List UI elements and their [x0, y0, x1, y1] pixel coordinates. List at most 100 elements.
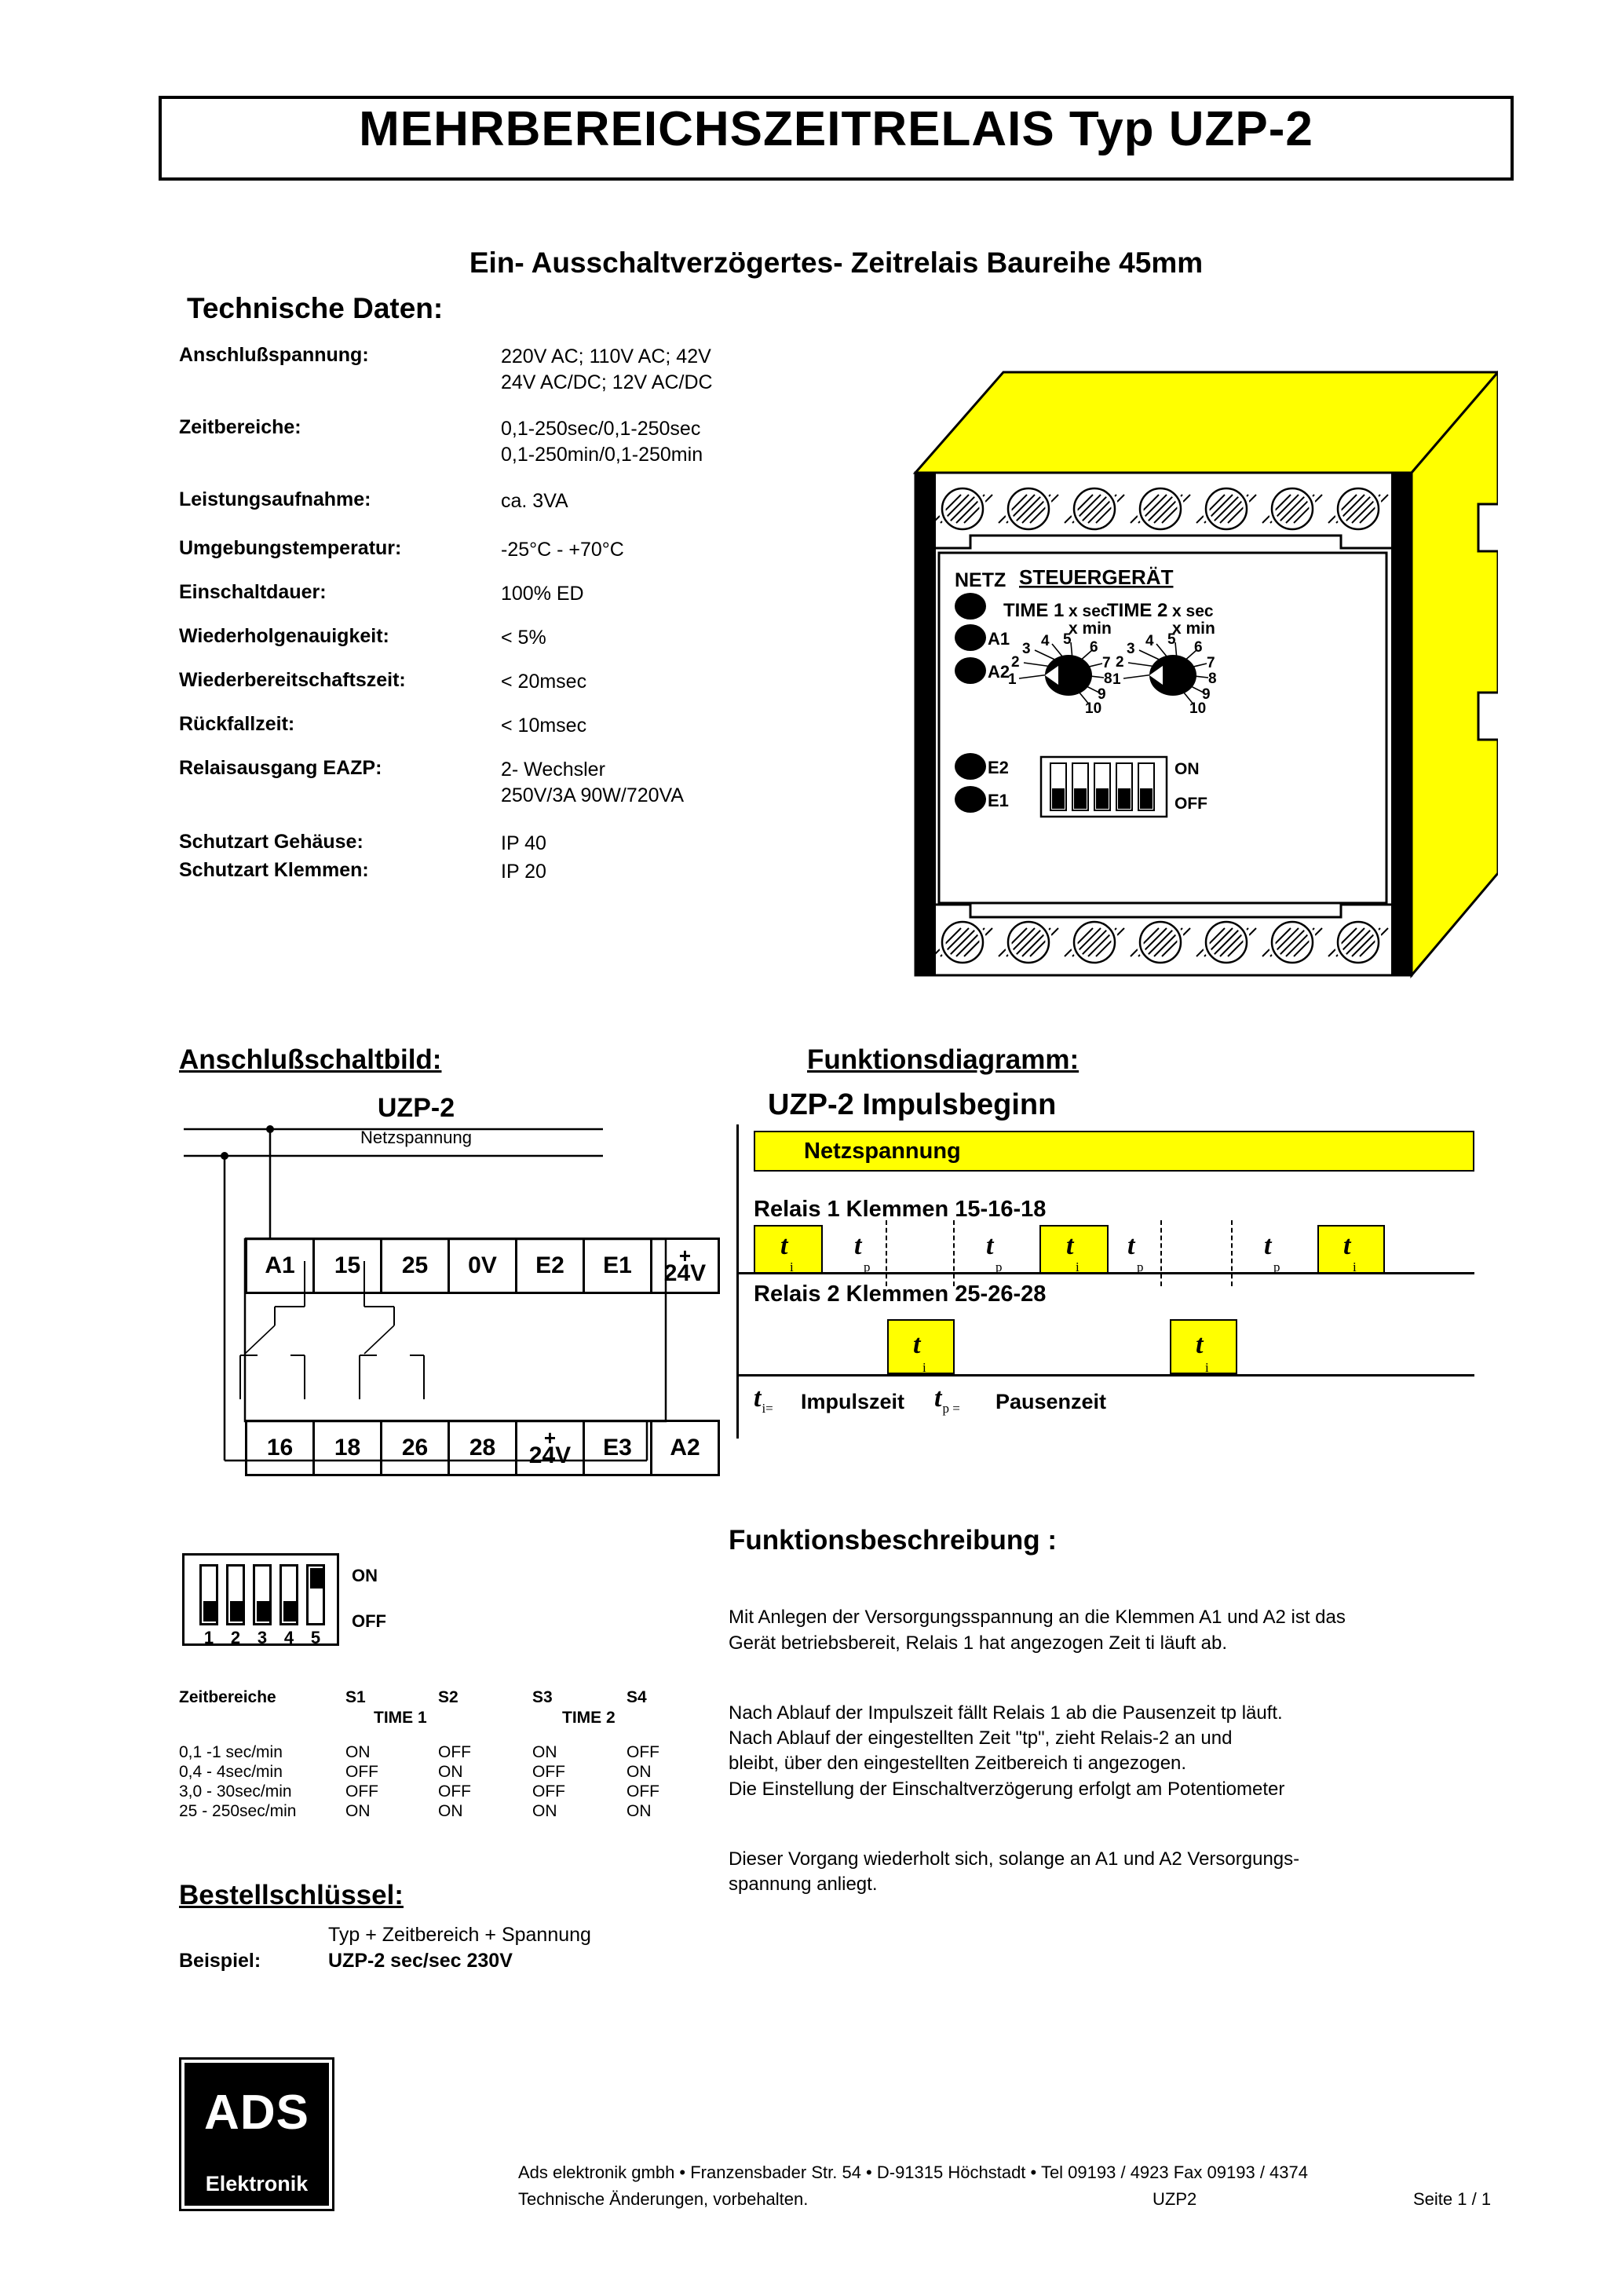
terminal-cell[interactable]: A2 — [650, 1420, 720, 1476]
dip-switch-3[interactable] — [253, 1564, 272, 1625]
legend-t-p-symbol: t — [934, 1384, 942, 1413]
table-cell: ON — [627, 1763, 652, 1781]
spec-label: Relaisausgang EAZP: — [179, 757, 382, 779]
terminal-cell[interactable]: 28 — [448, 1420, 517, 1476]
spec-value: < 5% — [501, 627, 546, 649]
svg-text:3: 3 — [1022, 641, 1031, 657]
dip-switch-2[interactable] — [226, 1564, 245, 1625]
page-title: MEHRBEREICHSZEITRELAIS Typ UZP-2 — [359, 102, 1313, 156]
table-col-header: Zeitbereiche — [179, 1688, 276, 1706]
terminal-cell[interactable]: 18 — [312, 1420, 382, 1476]
table-group-time1: TIME 1 — [374, 1709, 427, 1727]
dip-switch-knob — [257, 1601, 269, 1621]
order-key-heading: Bestellschlüssel: — [179, 1880, 404, 1910]
svg-text:6: 6 — [1194, 639, 1203, 656]
table-row: 0,4 - 4sec/min OFF ON OFF ON — [179, 1763, 681, 1782]
terminal-cell[interactable]: E1 — [583, 1238, 652, 1294]
svg-text:3: 3 — [1127, 641, 1135, 657]
svg-text:NETZ: NETZ — [955, 569, 1006, 591]
terminal-cell[interactable]: A1 — [245, 1238, 315, 1294]
dip-switch-number: 3 — [257, 1628, 268, 1647]
spec-label: Anschlußspannung: — [179, 344, 369, 366]
table-cell: OFF — [627, 1782, 659, 1801]
spec-value: 0,1-250sec/0,1-250sec 0,1-250min/0,1-250… — [501, 418, 703, 466]
dip-switch-5[interactable] — [306, 1564, 325, 1625]
dip-switch-knob — [310, 1568, 323, 1589]
supply-bar-label: Netzspannung — [804, 1139, 961, 1164]
spec-label: Schutzart Gehäuse: — [179, 831, 363, 853]
footer-company-line: Ads elektronik gmbh • Franzensbader Str.… — [518, 2163, 1308, 2182]
footer-doc-code: UZP2 — [1153, 2189, 1197, 2209]
pause-time-symbol: t — [986, 1231, 994, 1260]
pulse-time-subscript: i — [1205, 1360, 1209, 1375]
svg-text:10: 10 — [1189, 700, 1206, 717]
svg-text:9: 9 — [1202, 686, 1211, 703]
table-group-row: TIME 1 TIME 2 — [179, 1709, 681, 1729]
terminal-label: E2 — [535, 1252, 564, 1278]
relay1-pulse — [754, 1225, 823, 1274]
dip-switch-number: 2 — [230, 1628, 241, 1647]
dip-switch-1[interactable] — [199, 1564, 218, 1625]
terminal-cell[interactable]: E2 — [515, 1238, 585, 1294]
table-cell: OFF — [532, 1763, 565, 1781]
table-cell: OFF — [345, 1782, 378, 1801]
terminal-cell[interactable]: E3 — [583, 1420, 652, 1476]
function-diagram-heading: Funktionsdiagramm: — [807, 1044, 1080, 1075]
legend-pausenzeit: tp = — [934, 1384, 960, 1416]
table-col-header: S2 — [438, 1688, 458, 1706]
terminal-label: A2 — [670, 1434, 700, 1461]
dip-off-label: OFF — [352, 1611, 386, 1631]
table-spacer — [179, 1729, 681, 1743]
terminal-cell[interactable]: 0V — [448, 1238, 517, 1294]
terminal-label: 15 — [334, 1252, 361, 1278]
table-cell: ON — [627, 1802, 652, 1820]
svg-text:8: 8 — [1208, 671, 1217, 687]
table-cell: 0,1 -1 sec/min — [179, 1743, 283, 1761]
dip-switch-knob — [230, 1601, 243, 1621]
pulse-time-symbol: t — [913, 1330, 921, 1359]
title-box — [159, 96, 1514, 181]
terminal-cell[interactable]: +24V — [515, 1420, 585, 1476]
terminal-label: 24V — [663, 1260, 707, 1287]
svg-text:TIME 1: TIME 1 — [1003, 600, 1064, 621]
svg-text:2: 2 — [1116, 654, 1124, 671]
spec-value: -25°C - +70°C — [501, 539, 624, 561]
legend-impulszeit: ti= — [754, 1384, 773, 1416]
svg-text:1: 1 — [1008, 671, 1017, 688]
table-cell: ON — [532, 1743, 557, 1761]
legend-p-subscript: p = — [942, 1401, 960, 1416]
svg-text:STEUERGERÄT: STEUERGERÄT — [1019, 565, 1174, 589]
svg-text:1: 1 — [1112, 671, 1121, 688]
terminal-cell[interactable]: 15 — [312, 1238, 382, 1294]
dip-switch-diagram[interactable] — [182, 1553, 339, 1646]
pause-time-subscript: p — [995, 1260, 1003, 1274]
table-col-header: S1 — [345, 1688, 366, 1706]
pause-time-subscript: p — [1273, 1260, 1280, 1274]
spec-value: 2- Wechsler 250V/3A 90W/720VA — [501, 759, 685, 806]
svg-text:TIME 2: TIME 2 — [1107, 600, 1167, 621]
terminal-label: 24V — [528, 1442, 572, 1469]
dip-switch-4[interactable] — [279, 1564, 298, 1625]
potentiometer-time2: 1 2 3 4 5 6 7 8 9 10 — [1112, 631, 1217, 717]
spec-label: Wiederbereitschaftszeit: — [179, 669, 406, 691]
pause-time-symbol: t — [854, 1231, 862, 1260]
table-cell: ON — [438, 1802, 463, 1820]
terminal-row-bottom: 16 18 26 28 +24V E3 A2 — [245, 1420, 720, 1476]
table-cell: ON — [532, 1802, 557, 1820]
timing-tick — [953, 1220, 955, 1286]
spec-row: Umgebungstemperatur: -25°C - +70°C — [179, 537, 964, 561]
spec-row: Leistungsaufnahme: ca. 3VA — [179, 488, 964, 512]
table-row: 0,1 -1 sec/min ON OFF ON OFF — [179, 1743, 681, 1763]
terminal-cell[interactable]: +24V — [650, 1238, 720, 1294]
timing-tick — [1160, 1220, 1162, 1286]
order-example-label: Beispiel: — [179, 1950, 261, 1972]
legend-t-i-symbol: t — [754, 1384, 762, 1413]
terminal-cell[interactable]: 16 — [245, 1420, 315, 1476]
function-diagram-area: Netzspannung Relais 1 Klemmen 15-16-18 t… — [736, 1124, 1490, 1454]
terminal-cell[interactable]: 25 — [380, 1238, 450, 1294]
svg-text:5: 5 — [1063, 631, 1072, 648]
terminal-cell[interactable]: 26 — [380, 1420, 450, 1476]
legend-impulszeit-text: Impulszeit — [801, 1390, 905, 1413]
dip-switch-knob — [203, 1601, 216, 1621]
